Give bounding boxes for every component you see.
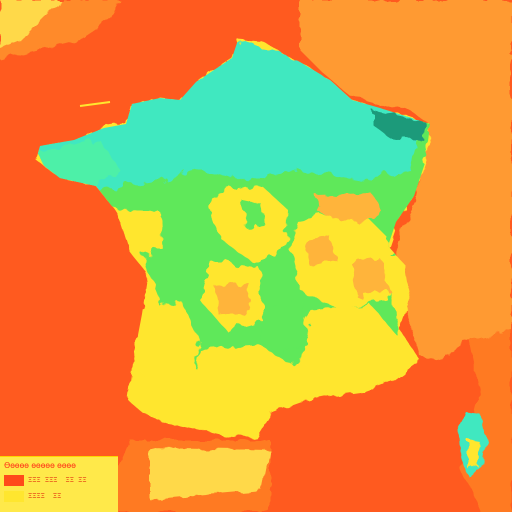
legend-label-right-0: ΞΞ ΞΞ [65, 476, 87, 484]
region-orange-4 [214, 282, 252, 316]
region-high-north [36, 40, 420, 190]
legend-label-right-1: ΞΞ [52, 492, 62, 500]
region-orange-2 [304, 236, 336, 266]
corsica-low [468, 440, 480, 470]
legend-swatch-1 [4, 490, 24, 502]
region-orange-1 [318, 194, 384, 222]
coast-mark [79, 101, 111, 107]
legend-swatch-0 [4, 474, 24, 486]
region-mid-2 [242, 200, 264, 228]
region-low-2 [120, 210, 162, 256]
region-mid-3 [260, 300, 310, 356]
region-low-5 [134, 300, 200, 390]
map-legend: Ѳѳѳѳѳ ѳѳѳѳѳ ѳѳѳѳ ΞΞΞ ΞΞΞ ΞΞ ΞΞ ΞΞΞΞ ΞΞ [0, 456, 118, 512]
region-alsace [372, 110, 426, 140]
legend-row: ΞΞΞ ΞΞΞ ΞΞ ΞΞ [4, 473, 114, 487]
neighbor-yellow-northwest [0, 0, 60, 48]
legend-row: ΞΞΞΞ ΞΞ [4, 489, 114, 503]
legend-label-0: ΞΞΞ ΞΞΞ [28, 476, 58, 484]
neighbor-yellow-south [150, 448, 270, 500]
region-low-6 [190, 346, 300, 420]
region-orange-3 [350, 258, 390, 296]
legend-title: Ѳѳѳѳѳ ѳѳѳѳѳ ѳѳѳѳ [4, 461, 76, 470]
legend-label-1: ΞΞΞΞ [28, 492, 45, 500]
density-layer [36, 40, 430, 420]
region-low-7 [300, 306, 400, 386]
neighbor-land-east [300, 0, 512, 360]
